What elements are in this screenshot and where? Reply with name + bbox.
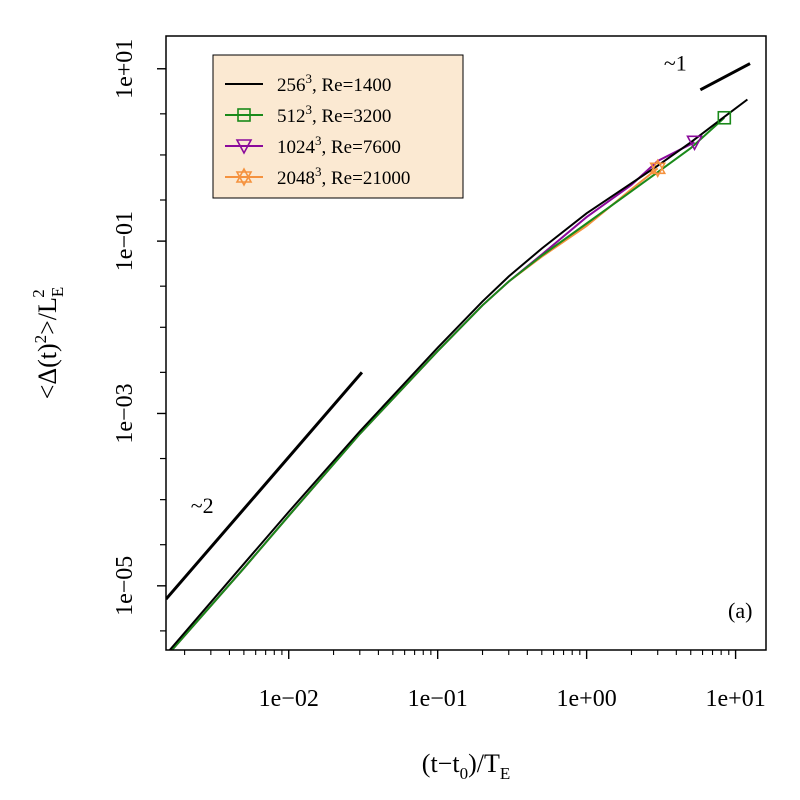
series-line [168,98,749,650]
y-axis-title-mid: >/L [33,297,62,335]
series-line [170,167,659,650]
legend-entry-label: 10243, Re=7600 [277,133,401,158]
marker-triangle-down [235,139,253,155]
marker-star-down [235,171,253,187]
marker-star-up [649,158,667,175]
x-axis-title-sub2: E [500,764,510,783]
y-tick-label: 1e−01 [112,211,138,271]
legend-entry-base: 512 [277,106,306,127]
y-tick-label: 1e+01 [112,39,138,99]
legend-box [212,54,464,199]
legend-entry-label: 2563, Re=1400 [277,71,391,96]
legend-entry-base: 1024 [277,137,316,158]
x-axis-title: (t−t0)/TE [422,749,510,783]
legend-entry-rest: , Re=1400 [312,75,391,96]
y-tick-label: 1e−05 [112,556,138,616]
legend-entry-sup: 3 [306,102,313,117]
legend-entry-base: 2048 [277,168,315,189]
marker-triangle-down [686,135,703,152]
x-tick-label: 1e−01 [408,686,468,712]
legend-entry-label: 5123, Re=3200 [277,102,391,127]
marker-star-down [649,162,667,178]
axes: 1e−02 1e−01 1e+00 1e+01 1e−05 1e−03 1e−01 1e+01 [112,39,766,712]
series-line [170,117,725,650]
legend-entry-base: 256 [277,75,306,96]
reference-line [699,62,751,92]
plot-area [166,62,751,650]
reference-line-label: ~1 [664,51,687,76]
y-axis-title: <Δ(t)2>/LE2 [29,287,67,400]
legend-entry-sup: 3 [306,71,313,86]
y-axis-title-main: <Δ(t) [33,343,62,399]
plot-marks: ~2 ~1 [166,51,751,650]
x-tick-label: 1e−02 [259,686,319,712]
plot-frame [165,35,767,651]
y-axis-title-sub: E [48,287,67,297]
marker-square [717,110,732,125]
x-tick-label: 1e+01 [706,686,766,712]
x-axis-title-sub: 0 [460,764,469,783]
x-tick-label: 1e+00 [557,686,617,712]
marker-square [237,108,251,122]
reference-line [166,371,364,601]
legend-entry-rest: , Re=7600 [322,137,401,158]
panel-label: (a) [728,598,752,623]
reference-line-label: ~2 [191,493,214,518]
y-axis-title-sup2: 2 [29,289,48,298]
y-tick-label: 1e−03 [112,383,138,443]
legend-entry-rest: , Re=3200 [312,106,391,127]
series-line [170,141,695,650]
legend-entry-rest: , Re=21000 [322,168,411,189]
legend-entry-label: 20483, Re=21000 [277,164,410,189]
legend-entry-sup: 3 [315,133,322,148]
x-axis-title-base: (t−t [422,749,461,778]
marker-star-up [235,167,253,183]
legend-entry-sup: 3 [315,164,322,179]
x-axis-title-mid: )/T [468,749,500,778]
y-axis-title-sup: 2 [31,335,50,344]
